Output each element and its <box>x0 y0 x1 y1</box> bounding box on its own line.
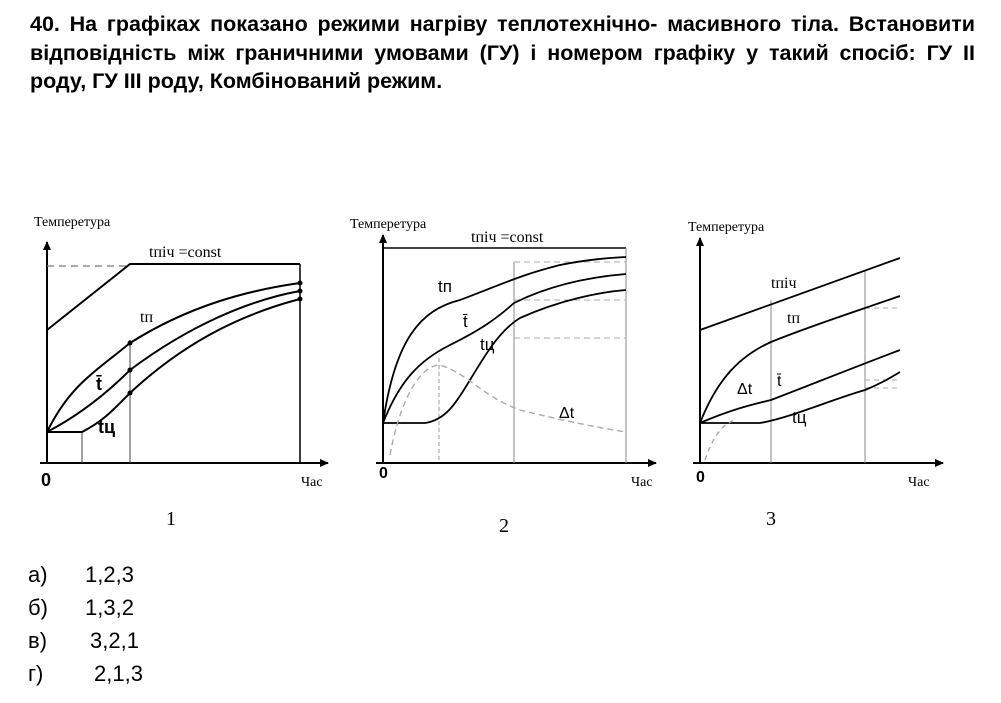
heating-graphs-figure: Темперетура Час 0 tпіч =const tп t̄ tц 1… <box>34 215 944 537</box>
answer-letter: в) <box>28 628 48 653</box>
graph-3-delta-label: Δt <box>737 381 753 398</box>
answer-letter: а) <box>28 562 48 587</box>
graph-1-surface-label: tп <box>140 309 153 326</box>
graph-3-surface-curve <box>699 295 901 424</box>
answer-letter: г) <box>28 661 44 686</box>
graph-1-center-label: tц <box>98 417 115 437</box>
graph-1-point <box>127 367 133 373</box>
graph-1-mean-label: t̄ <box>96 374 102 394</box>
graph-3-origin-label: 0 <box>696 469 705 486</box>
graph-1-point <box>297 280 303 286</box>
graph-1-x-axis-label: Час <box>301 475 323 490</box>
graph-1-point <box>297 288 303 294</box>
graph-2-x-axis-label: Час <box>631 475 653 490</box>
graph-3-center-curve <box>700 371 901 424</box>
graph-3-furnace-label: tпіч <box>771 275 797 292</box>
question-text: 40. На графіках показано режими нагріву … <box>30 12 975 93</box>
graph-3-x-axis-label: Час <box>908 475 930 490</box>
graph-1-origin-label: 0 <box>41 470 51 490</box>
graph-1-number: 1 <box>166 508 176 530</box>
graph-2-mean-curve <box>382 273 627 424</box>
graph-3: Темперетура Час 0 tпіч tп Δt t̄ tц 3 <box>688 220 944 530</box>
graph-3-center-label: tц <box>792 408 807 427</box>
graph-3-delta-curve <box>704 419 736 461</box>
graph-2-y-axis-label: Темперетура <box>350 217 427 232</box>
graph-2-mean-label: t̄ <box>462 312 468 331</box>
graph-1-point <box>297 296 303 302</box>
graph-2-surface-curve <box>382 256 627 424</box>
graph-3-mean-curve <box>699 349 901 424</box>
graph-2-delta-curve <box>389 364 627 456</box>
graph-2-center-curve <box>383 289 627 424</box>
graph-2: Темперетура Час 0 tпіч =const tп t̄ tц Δ… <box>350 217 657 537</box>
graph-1-furnace-label: tпіч =const <box>149 244 222 261</box>
graph-2-number: 2 <box>499 515 509 537</box>
graph-2-furnace-label: tпіч =const <box>471 229 544 246</box>
graph-3-surface-label: tп <box>787 310 800 327</box>
graph-1-y-axis-label: Темперетура <box>34 215 111 230</box>
graph-1-mean-curve <box>46 290 301 433</box>
graph-1-point <box>127 390 133 396</box>
answer-value: 1,2,3 <box>85 562 134 587</box>
graph-3-mean-label: t̄ <box>776 373 782 390</box>
answer-value: 2,1,3 <box>94 661 143 686</box>
graph-2-delta-label: Δt <box>559 405 575 422</box>
answer-letter: б) <box>28 595 48 620</box>
graph-2-origin-label: 0 <box>379 465 388 482</box>
graph-3-y-axis-label: Темперетура <box>688 220 765 235</box>
graph-3-furnace-line <box>699 257 901 331</box>
graph-1-furnace-line <box>46 263 300 331</box>
graph-2-center-label: tц <box>480 335 495 354</box>
graph-1-center-curve <box>47 298 301 433</box>
graph-1: Темперетура Час 0 tпіч =const tп t̄ tц 1 <box>34 215 329 530</box>
answer-value: 1,3,2 <box>85 595 134 620</box>
graph-3-number: 3 <box>766 508 776 530</box>
answer-value: 3,2,1 <box>90 628 139 653</box>
graph-1-point <box>127 340 133 346</box>
graph-2-surface-label: tп <box>438 277 452 296</box>
